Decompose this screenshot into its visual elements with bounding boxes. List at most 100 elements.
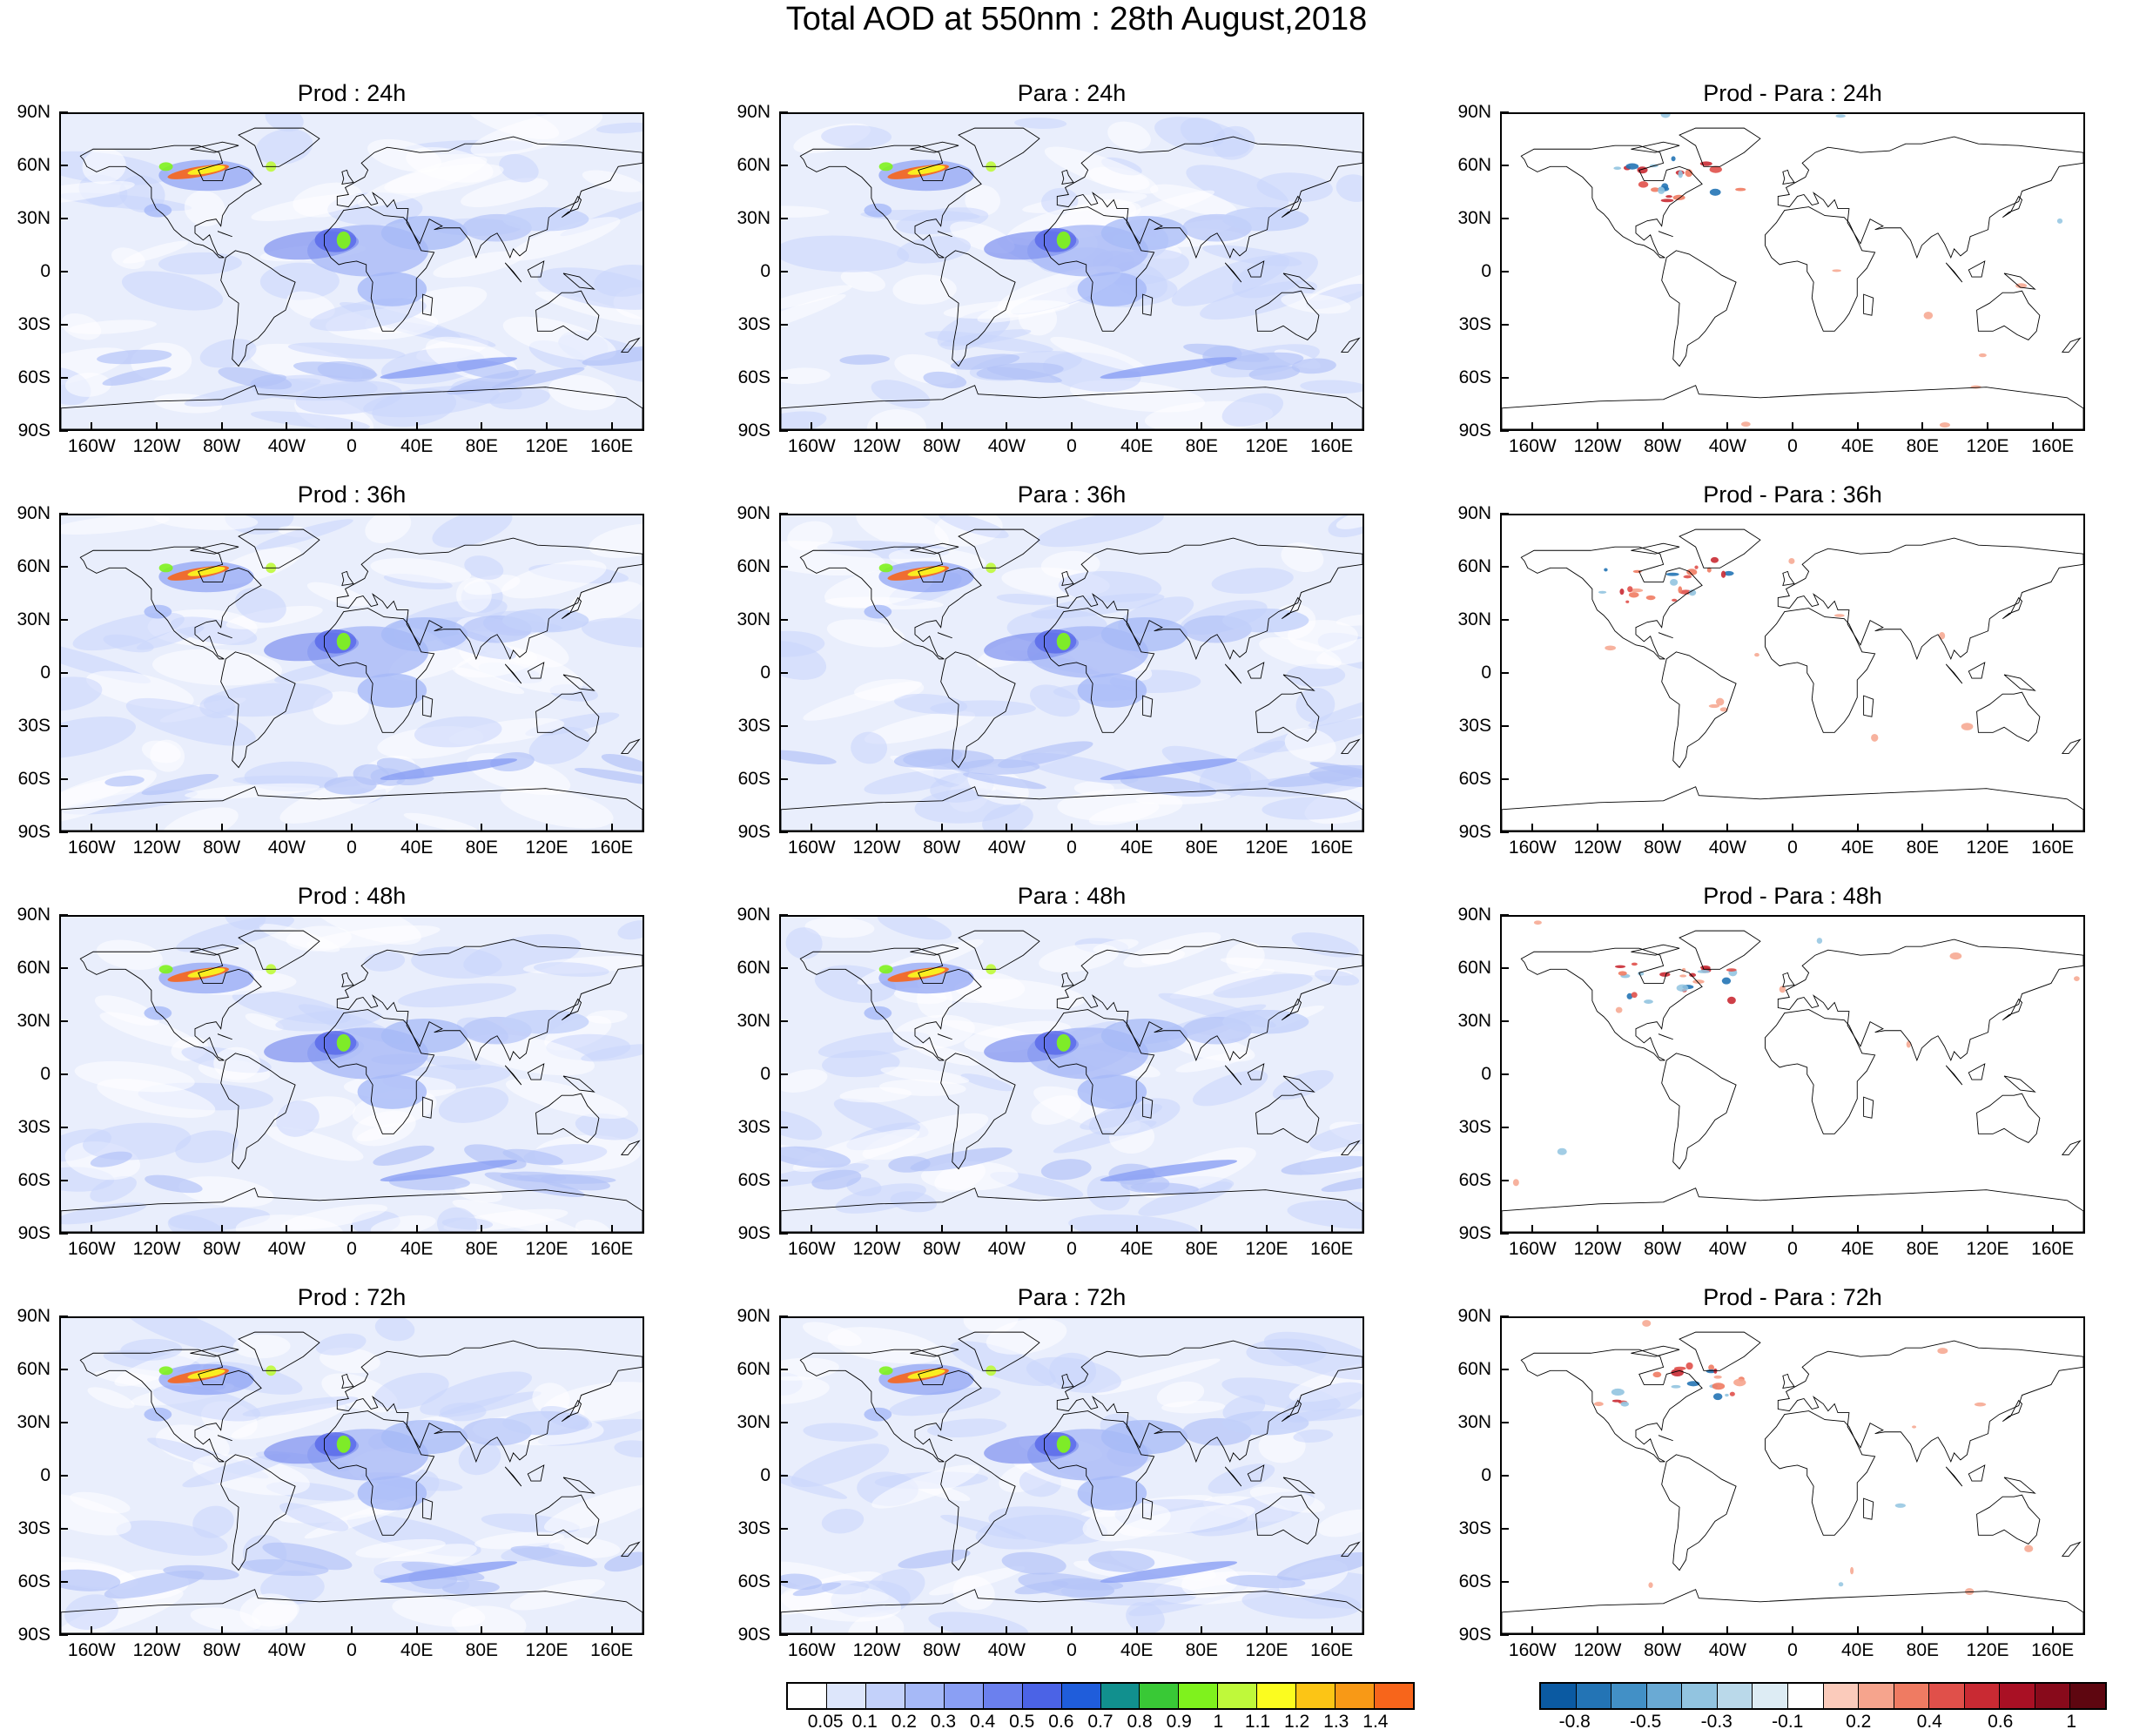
aerosol-field	[781, 1573, 823, 1590]
aerosol-field	[1293, 1429, 1334, 1443]
longitude-label: 40E	[1120, 838, 1154, 858]
coastline	[1661, 651, 1737, 769]
coastline	[238, 127, 320, 167]
coastline	[217, 632, 232, 639]
longitude-label: 0	[1787, 1239, 1798, 1259]
aerosol-field	[286, 291, 335, 320]
aerosol-field	[158, 965, 173, 974]
longitude-tick	[2051, 422, 2054, 431]
aerosol-field	[614, 1440, 643, 1458]
longitude-tick	[286, 1626, 288, 1635]
aerosol-field	[1533, 920, 1542, 925]
latitude-label: 30S	[737, 1518, 770, 1538]
aerosol-field	[986, 367, 1062, 383]
colorbar-label: 0.5	[1009, 1712, 1035, 1732]
coastline	[61, 1589, 643, 1633]
coastline	[799, 947, 982, 1061]
aerosol-field	[1186, 165, 1289, 211]
latitude-label: 30N	[737, 208, 770, 228]
longitude-tick	[91, 422, 93, 431]
aerosol-field	[1056, 1435, 1071, 1453]
longitude-label: 120E	[525, 838, 569, 858]
aerosol-field	[1050, 336, 1147, 372]
latitude-tick	[59, 1634, 68, 1636]
latitude-label: 90S	[737, 421, 770, 441]
aerosol-field	[380, 1018, 468, 1053]
aerosol-field	[1658, 186, 1665, 194]
longitude-tick	[1006, 422, 1008, 431]
coastline	[940, 651, 1016, 769]
longitude-tick	[1071, 1626, 1073, 1635]
longitude-tick	[1006, 1626, 1008, 1635]
longitude-label: 40W	[1708, 838, 1746, 858]
aerosol-field	[1100, 1419, 1188, 1455]
aerosol-field	[123, 240, 189, 264]
colorbar-swatch	[1179, 1684, 1219, 1708]
aerosol-field	[864, 710, 976, 744]
latitude-label: 90N	[1457, 905, 1491, 925]
coastline	[1782, 972, 1795, 987]
longitude-tick	[546, 824, 548, 832]
longitude-label: 120W	[1573, 838, 1622, 858]
colorbar-label: 1	[1213, 1712, 1224, 1732]
longitude-tick	[1330, 1225, 1333, 1234]
latitude-tick	[779, 778, 788, 780]
longitude-label: 120W	[1573, 1239, 1622, 1259]
aerosol-field	[575, 1113, 639, 1141]
aerosol-field	[61, 313, 102, 340]
longitude-label: 160W	[787, 436, 836, 456]
aerosol-field	[1282, 1382, 1362, 1423]
coastline	[1247, 662, 1265, 679]
coastline	[1976, 1093, 2041, 1143]
colorbar-swatch	[1061, 1684, 1101, 1708]
longitude-label: 80W	[1644, 1640, 1682, 1660]
panel-diff-72h: Prod - Para : 72h 90N 60N 30N 0 30S 60S 90S 160…	[1441, 1284, 2085, 1689]
latitude-label: 30S	[17, 1518, 50, 1538]
longitude-label: 80E	[1185, 838, 1219, 858]
aod-field	[781, 1318, 1362, 1633]
aerosol-field	[187, 1369, 225, 1379]
colorbar-swatch	[1717, 1684, 1753, 1708]
coastline	[324, 608, 435, 733]
aerosol-field	[1832, 269, 1841, 273]
aerosol-field	[182, 1453, 291, 1488]
longitude-tick	[1531, 1626, 1534, 1635]
longitude-label: 80E	[1906, 838, 1940, 858]
aerosol-field	[245, 1013, 284, 1031]
coastline	[504, 262, 522, 283]
aerosol-field	[380, 616, 468, 652]
latitude-label: 90S	[1458, 1625, 1491, 1645]
aerosol-field	[1208, 1463, 1275, 1494]
aerosol-field	[380, 215, 468, 251]
longitude-label: 80E	[1185, 436, 1219, 456]
longitude-label: 40W	[987, 436, 1026, 456]
latitude-label: 90S	[17, 1625, 50, 1645]
longitude-label: 40W	[1708, 1640, 1746, 1660]
longitude-label: 120W	[1573, 1640, 1622, 1660]
longitude-tick	[1330, 824, 1333, 832]
coastline	[1631, 944, 1680, 956]
latitude-tick	[59, 1528, 68, 1530]
longitude-label: 120W	[852, 838, 901, 858]
colorbar-label: 0.1	[851, 1712, 878, 1732]
coastline	[1765, 1009, 1876, 1134]
aerosol-field	[1671, 156, 1676, 162]
latitude-tick	[1500, 914, 1509, 916]
aerosol-field	[373, 1145, 434, 1166]
latitude-label: 90N	[1457, 102, 1491, 122]
coastline	[504, 663, 522, 684]
coastline	[1945, 663, 1963, 684]
aerosol-field	[878, 965, 893, 974]
aerosol-field	[104, 775, 145, 787]
coastline	[1282, 1477, 1315, 1494]
aerosol-field	[903, 749, 994, 770]
aerosol-field	[1630, 588, 1644, 593]
aerosol-field	[581, 1044, 643, 1062]
aerosol-field	[151, 649, 283, 686]
aerosol-field	[1281, 293, 1351, 314]
aerosol-field	[171, 616, 258, 645]
aerosol-field	[781, 750, 837, 765]
coastline	[1502, 385, 2083, 429]
aerosol-field	[1256, 172, 1333, 203]
coastline	[1247, 1464, 1265, 1482]
